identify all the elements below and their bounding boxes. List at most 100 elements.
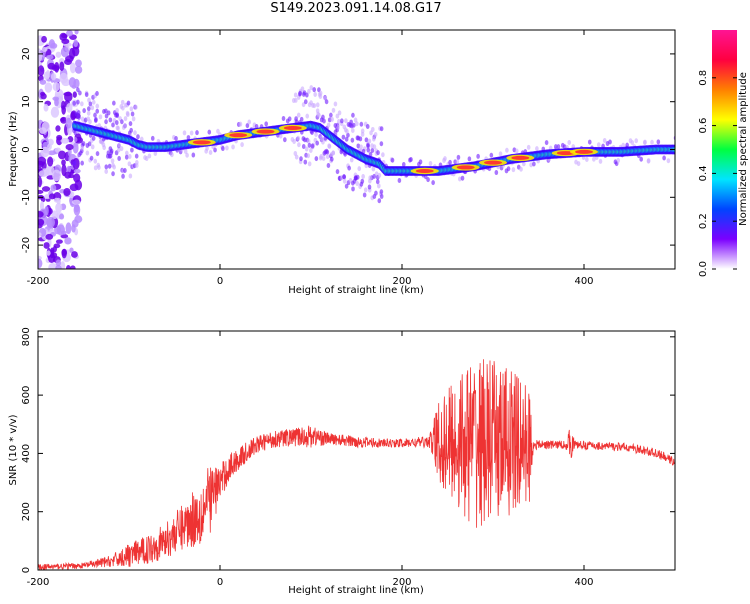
- spectral-halo-cell: [247, 119, 252, 125]
- spectral-noise-cell: [38, 170, 48, 177]
- spectral-noise-cell: [41, 35, 47, 43]
- spectral-halo-cell: [372, 144, 377, 150]
- spectral-halo-cell: [357, 166, 362, 172]
- spectral-halo-cell: [106, 110, 111, 116]
- spectral-noise-cell: [74, 65, 83, 74]
- spectral-noise-cell: [38, 211, 44, 218]
- spectral-halo-cell: [322, 118, 326, 124]
- colorbar-tick-label: 0.0: [698, 261, 709, 277]
- spectral-noise-cell: [71, 199, 81, 205]
- spectral-halo-cell: [104, 164, 109, 170]
- spectral-halo-cell: [303, 99, 308, 105]
- figure-title: S149.2023.091.14.08.G17: [270, 1, 442, 16]
- spectral-halo-cell: [366, 143, 370, 149]
- spectral-halo-cell: [335, 113, 340, 119]
- spectrogram-x-tick-label: -200: [27, 276, 50, 287]
- spectral-halo-cell: [361, 174, 365, 180]
- spectral-noise-cell: [59, 213, 65, 220]
- spectral-halo-cell: [104, 113, 109, 119]
- spectral-noise-cell: [55, 259, 62, 267]
- spectral-halo-cell: [592, 156, 596, 162]
- spectral-noise-cell: [59, 32, 68, 41]
- spectral-noise-cell: [44, 205, 49, 216]
- spectral-halo-cell: [367, 138, 372, 144]
- spectral-halo-cell: [93, 112, 97, 118]
- spectral-halo-cell: [455, 159, 460, 165]
- spectral-noise-cell: [68, 47, 76, 60]
- colorbar: 0.0 0.2 0.4 0.6 0.8 Normalized spectral ampl…: [698, 30, 749, 277]
- spectral-halo-cell: [95, 103, 100, 109]
- spectral-noise-cell: [41, 46, 48, 53]
- spectral-halo-cell: [185, 152, 189, 158]
- spectral-halo-cell: [115, 125, 120, 131]
- spectral-halo-cell: [298, 90, 302, 96]
- spectral-noise-cell: [55, 51, 62, 58]
- spectral-noise-cell: [43, 242, 50, 249]
- spectral-halo-cell: [532, 161, 536, 167]
- spectral-noise-cell: [69, 247, 74, 253]
- snr-x-tick-label: 200: [392, 577, 411, 588]
- spectral-halo-cell: [379, 193, 384, 199]
- spectral-hot-spot: [256, 129, 275, 134]
- spectral-halo-cell: [448, 159, 452, 165]
- spectral-halo-cell: [297, 142, 301, 148]
- spectral-halo-cell: [101, 142, 106, 148]
- spectral-halo-cell: [129, 127, 133, 133]
- spectral-hot-spot: [456, 165, 475, 170]
- spectral-halo-cell: [128, 173, 133, 179]
- spectral-noise-cell: [61, 164, 67, 177]
- spectral-noise-cell: [56, 134, 63, 141]
- spectral-halo-cell: [646, 158, 651, 164]
- spectral-noise-cell: [65, 222, 72, 235]
- spectral-noise-cell: [66, 102, 73, 113]
- spectrogram-x-tick-label: 200: [392, 276, 411, 287]
- spectral-noise-cell: [47, 143, 52, 151]
- spectral-halo-cell: [292, 139, 296, 145]
- spectral-halo-cell: [208, 149, 213, 155]
- spectral-halo-cell: [136, 134, 140, 140]
- spectral-halo-cell: [189, 130, 194, 136]
- spectral-noise-cell: [40, 91, 46, 96]
- spectral-halo-cell: [621, 142, 626, 148]
- spectral-halo-cell: [82, 108, 86, 114]
- spectral-halo-cell: [377, 172, 382, 178]
- spectral-halo-cell: [115, 107, 119, 113]
- spectral-halo-cell: [98, 114, 103, 120]
- spectral-noise-cell: [38, 156, 47, 166]
- spectral-halo-cell: [355, 121, 359, 127]
- snr-x-tick-label: 400: [574, 577, 593, 588]
- colorbar-tick-label: 0.6: [698, 118, 709, 134]
- spectral-halo-cell: [87, 141, 92, 147]
- spectral-halo-cell: [576, 161, 581, 167]
- spectral-halo-cell: [116, 147, 121, 153]
- spectral-noise-cell: [73, 168, 81, 174]
- spectral-halo-cell: [221, 146, 225, 152]
- spectral-halo-cell: [353, 117, 358, 123]
- spectral-halo-cell: [264, 121, 268, 127]
- spectral-halo-cell: [327, 143, 331, 149]
- spectral-noise-cell: [51, 210, 59, 220]
- spectral-halo-cell: [379, 141, 384, 147]
- snr-x-axis-label: Height of straight line (km): [288, 585, 424, 596]
- spectral-halo-cell: [315, 102, 320, 108]
- spectral-halo-cell: [120, 99, 125, 105]
- spectral-halo-cell: [397, 177, 402, 183]
- spectral-halo-cell: [119, 146, 124, 152]
- spectral-halo-cell: [76, 110, 81, 116]
- spectral-halo-cell: [80, 101, 84, 107]
- snr-x-tick-label: 0: [217, 577, 223, 588]
- spectrogram-x-tick-label: 400: [574, 276, 593, 287]
- spectral-halo-cell: [80, 160, 84, 166]
- spectral-halo-cell: [131, 116, 136, 122]
- spectral-halo-cell: [182, 130, 187, 136]
- spectral-halo-cell: [117, 142, 121, 148]
- spectral-halo-cell: [337, 110, 342, 116]
- spectral-halo-cell: [111, 122, 115, 128]
- spectral-halo-cell: [324, 148, 329, 154]
- spectral-noise-cell: [74, 30, 79, 35]
- spectral-halo-cell: [170, 152, 174, 158]
- spectral-halo-cell: [309, 147, 313, 153]
- spectral-halo-cell: [77, 114, 81, 120]
- spectral-noise-cell: [73, 173, 81, 183]
- spectral-halo-cell: [371, 166, 376, 172]
